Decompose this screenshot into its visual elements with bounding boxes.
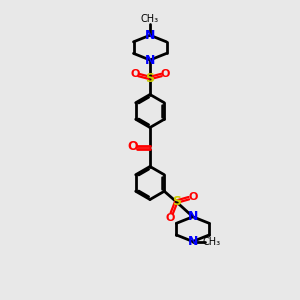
Text: CH₃: CH₃ (202, 236, 220, 247)
Text: O: O (160, 68, 170, 79)
Text: N: N (145, 29, 155, 42)
Text: N: N (188, 235, 198, 248)
Text: O: O (128, 140, 138, 154)
Text: CH₃: CH₃ (141, 14, 159, 24)
Text: N: N (188, 210, 198, 223)
Text: N: N (145, 53, 155, 67)
Text: S: S (146, 71, 154, 85)
Text: O: O (189, 192, 198, 202)
Text: S: S (172, 195, 181, 208)
Text: O: O (130, 68, 140, 79)
Text: O: O (166, 213, 175, 223)
